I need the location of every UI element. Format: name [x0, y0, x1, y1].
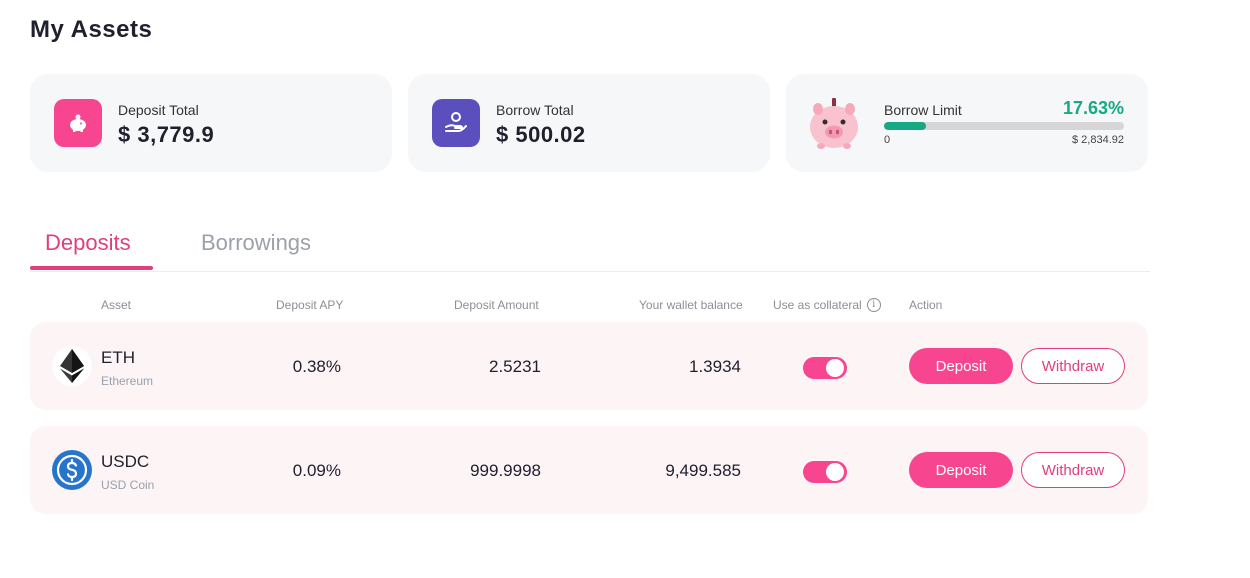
asset-symbol: USDC [101, 452, 150, 471]
header-wallet-balance: Your wallet balance [639, 298, 743, 312]
usdc-icon [52, 450, 92, 490]
deposit-total-label: Deposit Total [118, 102, 199, 118]
asset-name: USD Coin [101, 478, 155, 492]
tab-borrowings[interactable]: Borrowings [201, 230, 312, 255]
header-collateral: Use as collateral i [773, 298, 881, 312]
wallet-balance-value: 9,499.585 [665, 461, 741, 480]
hand-coin-icon [432, 99, 480, 147]
header-action: Action [909, 298, 943, 312]
borrow-limit-progress-bar [884, 122, 1124, 130]
borrow-limit-percent: 17.63% [1062, 98, 1124, 118]
asset-tabs: Deposits Borrowings [30, 226, 1150, 272]
page-title: My Assets [30, 16, 153, 43]
toggle-knob [826, 463, 844, 481]
header-deposit-amount: Deposit Amount [454, 298, 539, 312]
withdraw-button[interactable]: Withdraw [1021, 452, 1125, 488]
borrow-limit-progress-fill [884, 122, 927, 130]
info-icon[interactable]: i [866, 298, 881, 312]
collateral-toggle[interactable] [803, 461, 847, 483]
table-row: ETH Ethereum 0.38% 2.5231 1.3934 Deposit… [30, 322, 1148, 410]
header-asset: Asset [101, 298, 132, 312]
asset-name: Ethereum [101, 374, 154, 388]
deposit-button[interactable]: Deposit [909, 452, 1013, 488]
header-collateral-label: Use as collateral [773, 298, 862, 312]
piggy-illustration-icon [806, 96, 862, 152]
borrow-limit-label: Borrow Limit [884, 102, 962, 118]
deposit-apy-value: 0.09% [292, 461, 341, 480]
piggy-bank-icon [54, 99, 102, 147]
deposit-button[interactable]: Deposit [909, 348, 1013, 384]
borrow-total-card: Borrow Total $ 500.02 [408, 74, 770, 172]
asset-symbol: ETH [101, 348, 135, 367]
table-row: USDC USD Coin 0.09% 999.9998 9,499.585 D… [30, 426, 1148, 514]
wallet-balance-value: 1.3934 [689, 357, 741, 376]
borrow-total-label: Borrow Total [496, 102, 574, 118]
borrow-limit-max: $ 2,834.92 [1072, 134, 1124, 146]
deposit-amount-value: 2.5231 [489, 357, 541, 376]
deposit-apy-value: 0.38% [292, 357, 341, 376]
header-deposit-apy: Deposit APY [276, 298, 344, 312]
borrow-limit-card: Borrow Limit 17.63% 0 $ 2,834.92 [786, 74, 1148, 172]
borrow-total-value: $ 500.02 [496, 122, 586, 147]
deposit-total-card: Deposit Total $ 3,779.9 [30, 74, 392, 172]
borrow-limit-min: 0 [884, 134, 891, 146]
deposit-total-value: $ 3,779.9 [118, 122, 215, 147]
ethereum-icon [52, 346, 92, 386]
withdraw-button[interactable]: Withdraw [1021, 348, 1125, 384]
toggle-knob [826, 359, 844, 377]
tab-deposits[interactable]: Deposits [45, 230, 131, 255]
deposit-amount-value: 999.9998 [470, 461, 541, 480]
collateral-toggle[interactable] [803, 357, 847, 379]
active-tab-indicator [30, 266, 153, 270]
